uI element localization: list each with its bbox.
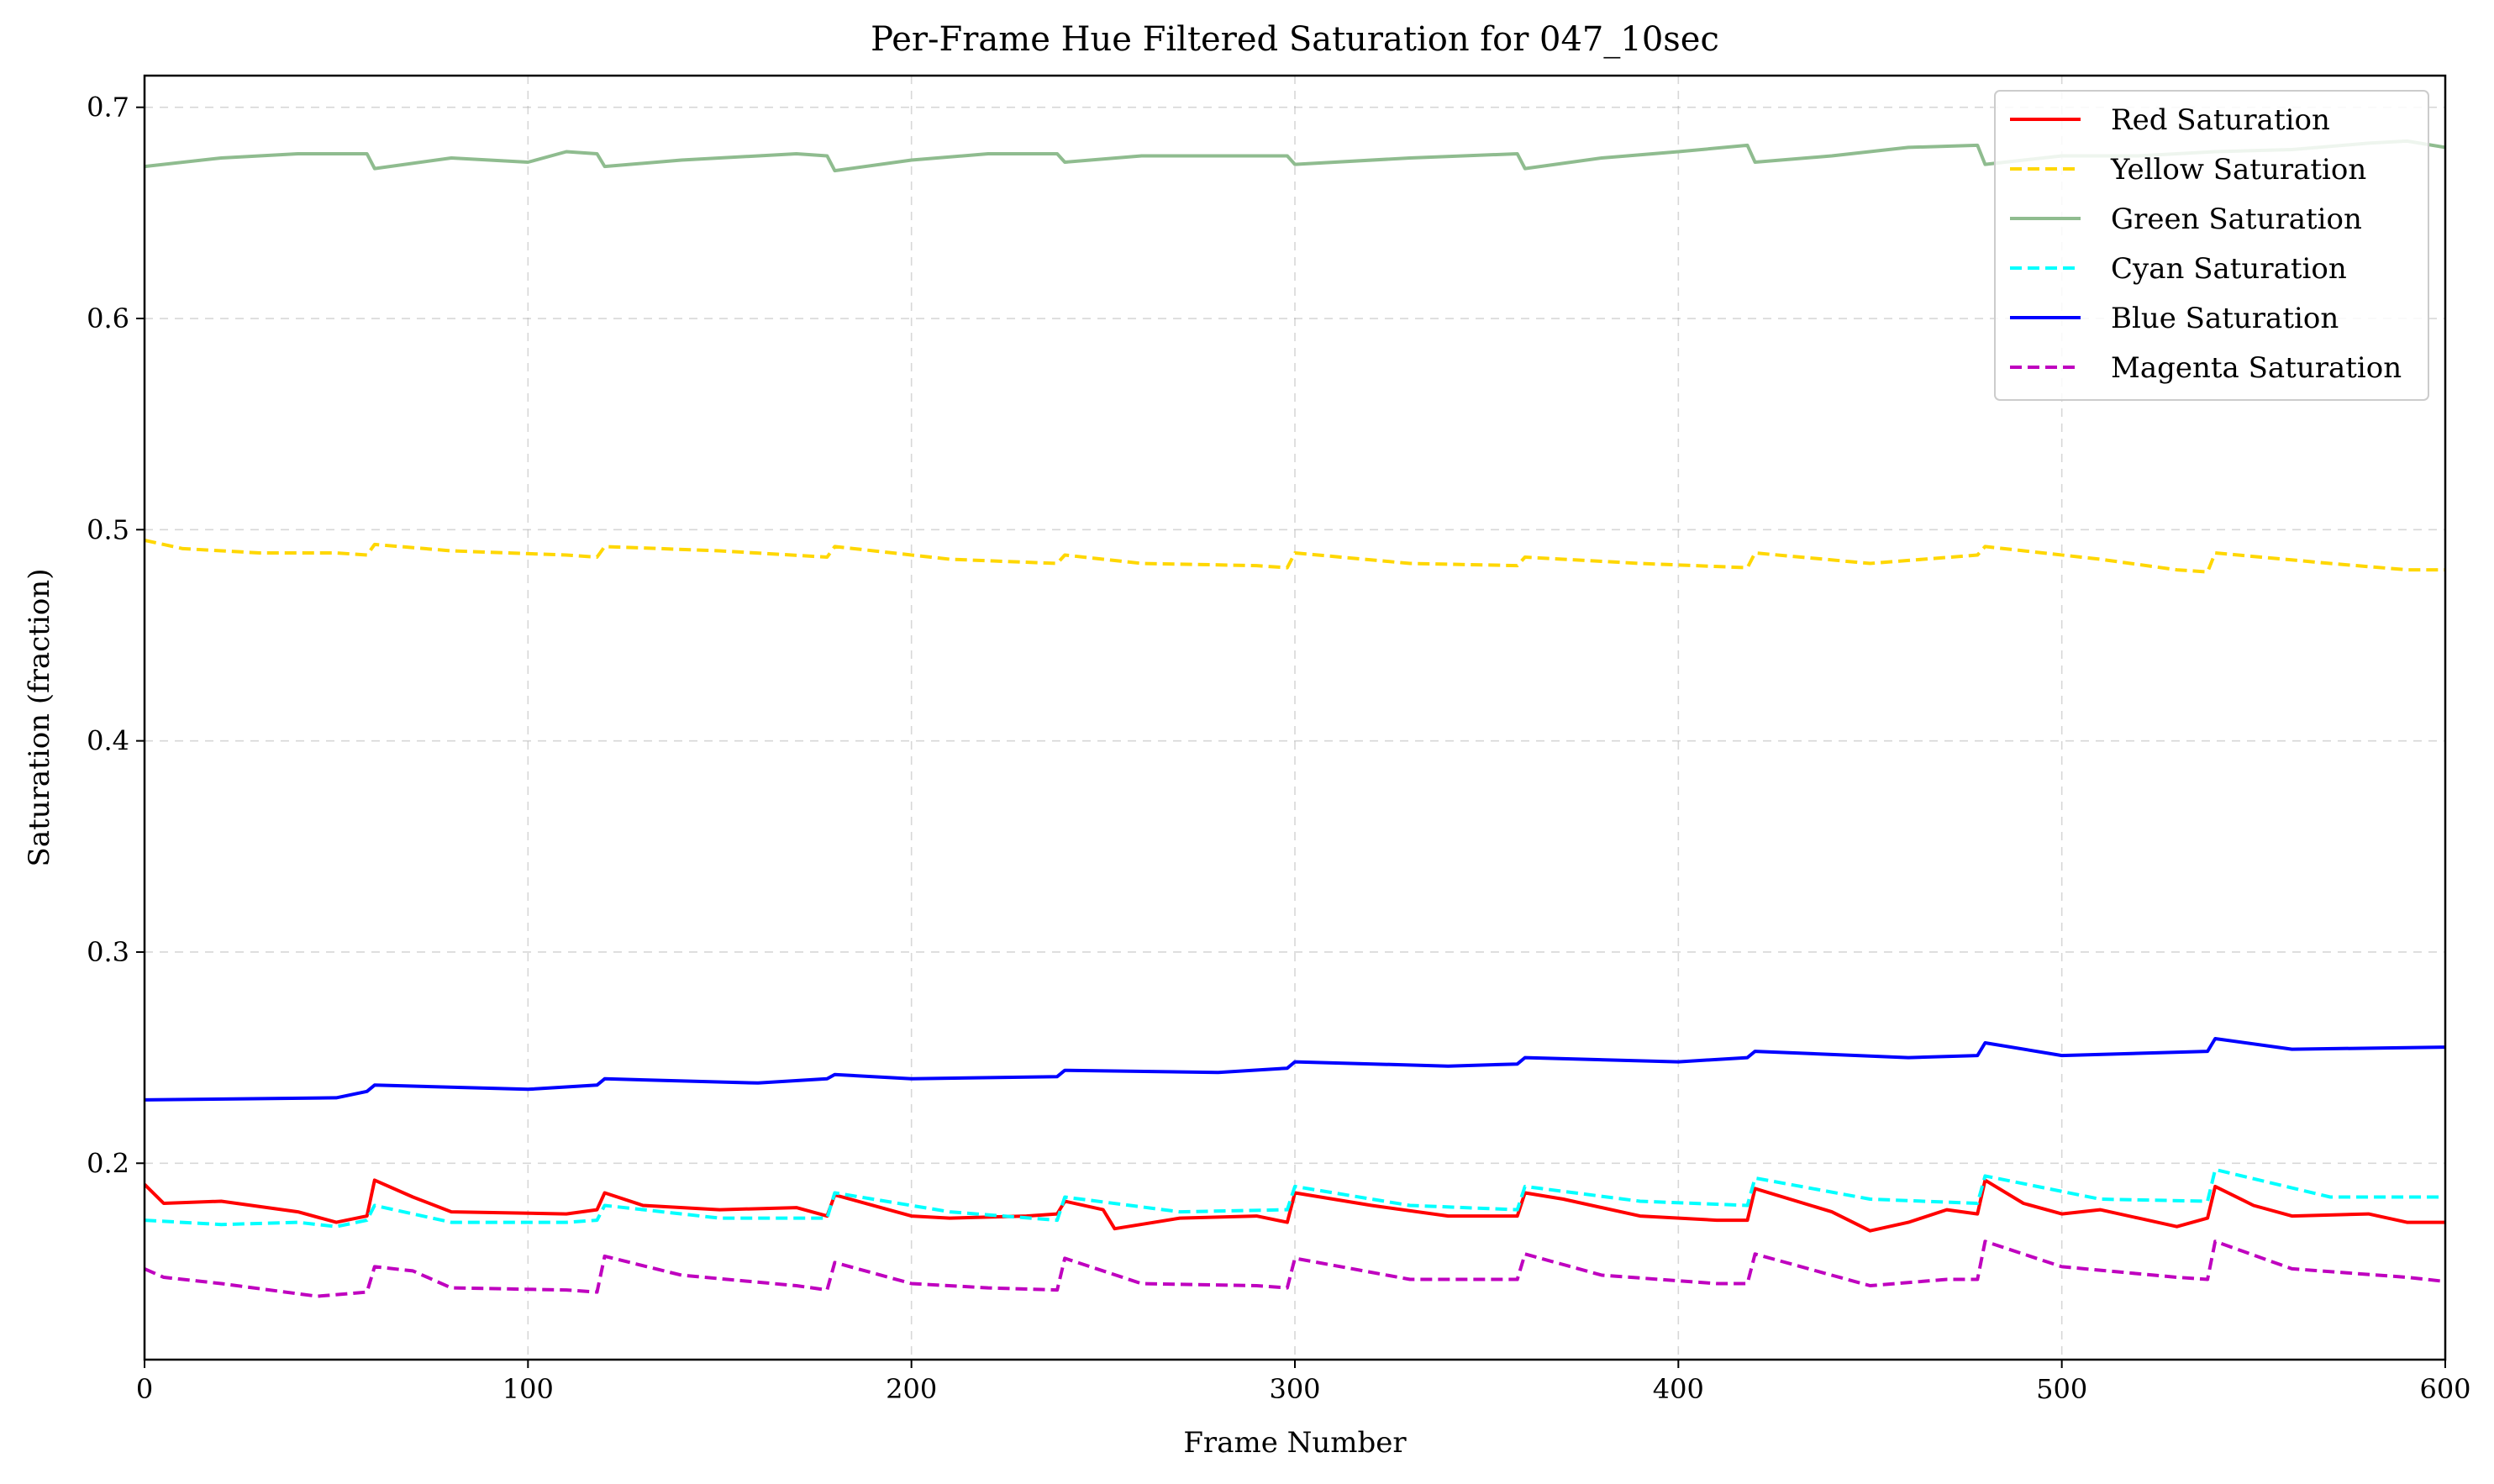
legend-entry-label: Cyan Saturation [2111, 252, 2347, 286]
legend-entry-label: Magenta Saturation [2111, 351, 2402, 385]
legend-box [1994, 90, 2429, 401]
legend: Red Saturation Yellow Saturation Green Sat… [1994, 90, 2429, 401]
x-tick-label: 200 [886, 1373, 937, 1405]
x-tick-label: 400 [1653, 1373, 1704, 1405]
chart-title: Per-Frame Hue Filtered Saturation for 04… [871, 20, 1719, 59]
x-tick-label: 300 [1269, 1373, 1320, 1405]
series-line-magenta-saturation [145, 1239, 2445, 1298]
series-line-cyan-saturation [145, 1167, 2445, 1229]
x-tick-label: 0 [136, 1373, 153, 1405]
axis-ticks: 0 100 200 300 400 500 600 0.2 0.3 0.4 0.5 0.6 0.7 [87, 92, 2470, 1405]
legend-entry-label: Red Saturation [2111, 103, 2330, 137]
y-axis-label: Saturation (fraction) [23, 569, 56, 867]
legend-entry-label: Blue Saturation [2111, 302, 2339, 335]
x-tick-label: 500 [2036, 1373, 2087, 1405]
series-line-red-saturation [145, 1178, 2445, 1233]
legend-entry-label: Yellow Saturation [2110, 153, 2366, 187]
grid [145, 76, 2445, 1360]
y-tick-label: 0.3 [87, 936, 129, 968]
x-axis-label: Frame Number [1183, 1426, 1407, 1460]
series-line-blue-saturation [145, 1037, 2445, 1102]
legend-entry-label: Green Saturation [2111, 203, 2362, 236]
y-tick-label: 0.4 [87, 725, 129, 757]
x-tick-label: 600 [2419, 1373, 2470, 1405]
y-tick-label: 0.2 [87, 1147, 129, 1179]
series-line-yellow-saturation [145, 538, 2445, 574]
y-tick-label: 0.6 [87, 303, 129, 334]
y-tick-label: 0.7 [87, 92, 129, 124]
x-tick-label: 100 [502, 1373, 554, 1405]
y-tick-label: 0.5 [87, 513, 129, 545]
